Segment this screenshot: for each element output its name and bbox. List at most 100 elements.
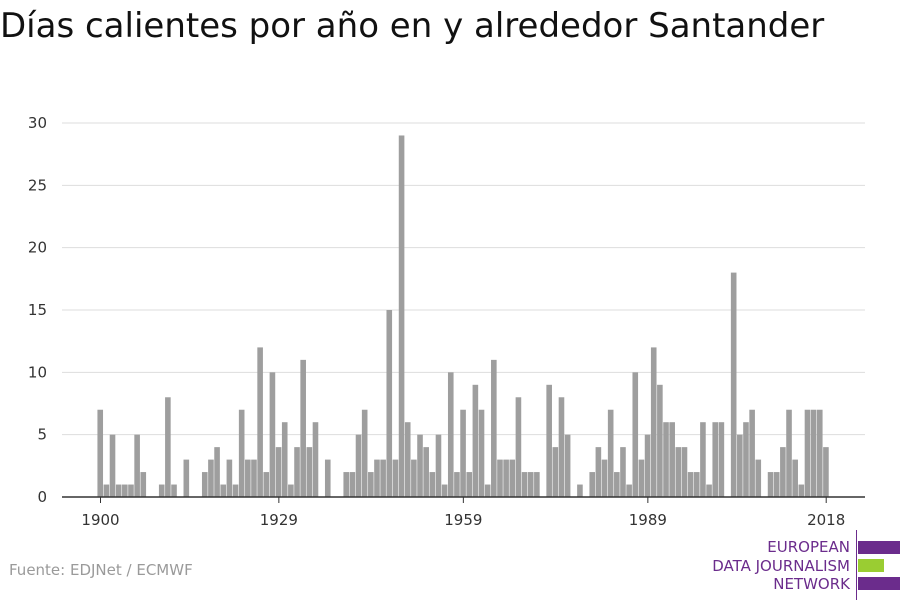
bar-1902 [109,434,116,497]
bar-1946 [380,459,386,497]
bar-1967 [509,459,516,497]
bar-1918 [208,459,214,497]
bar-1984 [614,472,620,497]
bar-1973 [546,384,552,497]
bar-1949 [398,135,405,497]
y-tick-label: 30 [28,114,47,132]
y-tick-label: 20 [28,239,47,257]
bar-1985 [620,447,626,497]
bar-1992 [663,422,669,497]
x-tick-label: 1900 [81,511,119,529]
bar-1987 [632,372,639,497]
y-tick-label: 10 [28,363,47,381]
bar-1975 [558,397,565,497]
bar-1959 [460,409,466,497]
bar-1929 [275,447,282,497]
bar-1931 [288,484,294,497]
bar-1901 [103,484,110,497]
bar-1990 [650,347,657,497]
bar-1968 [515,397,522,497]
bar-1961 [472,384,479,497]
bar-1957 [447,372,454,497]
bar-1982 [601,459,608,497]
bar-1900 [97,409,104,497]
source-note: Fuente: EDJNet / ECMWF [9,561,193,579]
bar-1930 [281,422,288,497]
logo-line-network: NETWORK [773,575,850,593]
bar-2001 [718,422,725,497]
bar-1999 [706,484,712,497]
bar-2018 [823,447,829,497]
bar-1942 [355,434,362,497]
bar-1923 [238,409,245,497]
bar-1969 [521,472,528,497]
bar-2007 [755,459,762,497]
logo-bar-middle [858,559,884,572]
bar-2004 [737,434,743,497]
bar-1904 [122,484,128,497]
bar-1917 [201,472,208,497]
bar-1926 [257,347,263,497]
bar-1994 [675,447,682,497]
bar-1933 [300,359,306,497]
y-tick-label: 25 [28,176,47,194]
bar-1948 [392,459,399,497]
y-tick-label: 0 [37,488,47,506]
x-tick-label: 1929 [260,511,298,529]
bar-1912 [171,484,177,497]
bar-1980 [589,472,596,497]
bar-1989 [644,434,651,497]
bar-1935 [312,422,319,497]
bar-1983 [607,409,614,497]
bar-2013 [792,459,798,497]
bar-2012 [786,409,792,497]
bar-1940 [343,472,350,497]
bar-1903 [115,484,122,497]
logo-line-european: EUROPEAN [767,538,850,556]
bar-1952 [417,434,423,497]
bar-2011 [780,447,786,497]
bar-1966 [503,459,509,497]
bar-1964 [491,359,497,497]
bar-1988 [638,459,645,497]
bar-2005 [743,422,749,497]
x-tick-label: 2018 [807,511,845,529]
bar-1993 [669,422,675,497]
bar-1951 [411,459,417,497]
x-tick-label: 1989 [629,511,667,529]
bar-1922 [232,484,239,497]
bar-1911 [165,397,171,497]
bar-1906 [134,434,140,497]
chart-title: Días calientes por año en y alrededor Sa… [0,6,825,46]
bar-1996 [687,472,694,497]
bar-1953 [423,447,429,497]
bar-2003 [730,272,737,497]
logo-line-data-journalism: DATA JOURNALISM [712,557,850,575]
bar-1941 [349,472,356,497]
bar-1995 [681,447,688,497]
bar-1965 [497,459,503,497]
bar-1943 [361,409,368,497]
bar-1937 [324,459,331,497]
logo-bar-bottom [858,577,900,590]
bar-1974 [552,447,559,497]
bar-1945 [374,459,380,497]
bar-2000 [712,422,719,497]
bar-1971 [534,472,540,497]
bar-1998 [700,422,706,497]
bar-1932 [294,447,300,497]
bar-2016 [810,409,817,497]
bar-1907 [140,472,147,497]
bar-2006 [749,409,755,497]
bar-1944 [368,472,374,497]
x-tick-label: 1959 [444,511,482,529]
bar-1981 [595,447,602,497]
bar-1978 [577,484,583,497]
bar-1928 [269,372,276,497]
y-tick-label: 15 [28,301,47,319]
bar-2015 [804,409,811,497]
y-tick-label: 5 [37,426,47,444]
bar-1925 [251,459,257,497]
bar-1997 [693,472,700,497]
